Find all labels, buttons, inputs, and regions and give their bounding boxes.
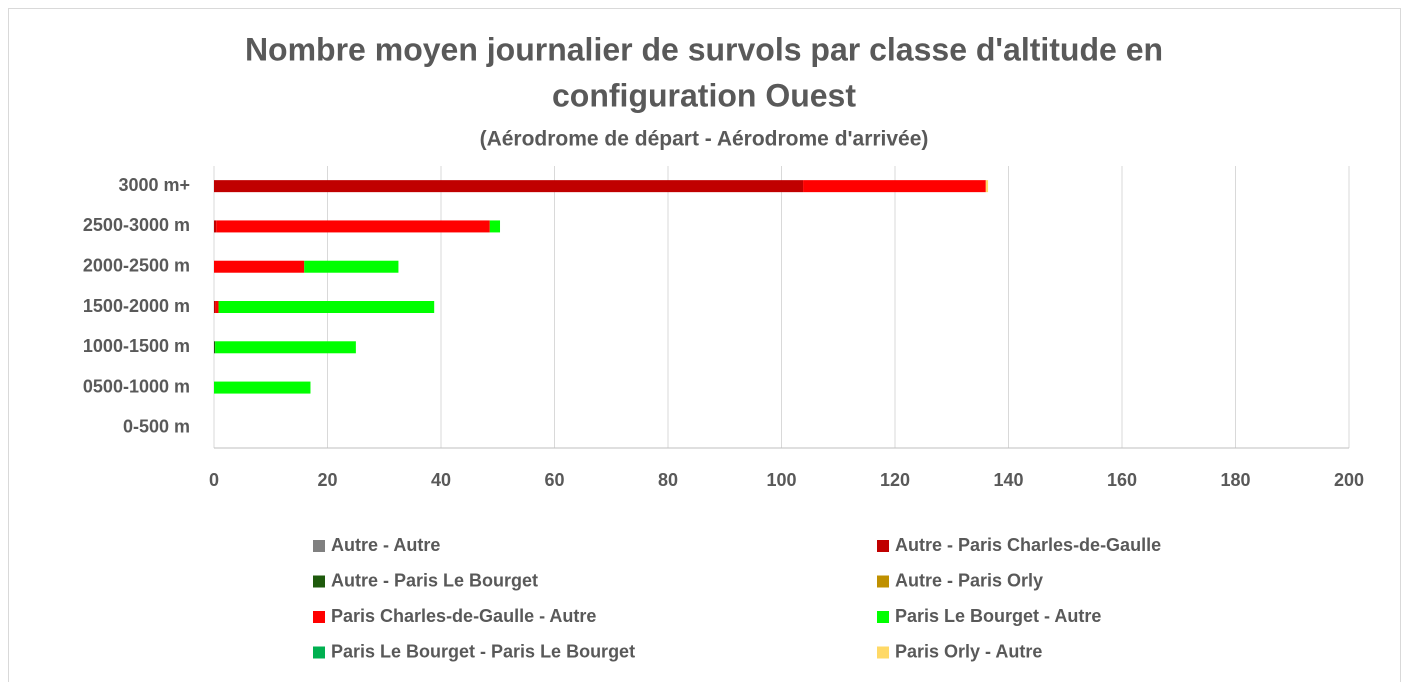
bar-segment — [214, 260, 305, 273]
bar-segment — [214, 180, 804, 193]
bar-segment — [489, 220, 501, 233]
x-tick-label: 140 — [993, 470, 1023, 490]
chart-title: Nombre moyen journalier de survols par c… — [245, 31, 1163, 67]
y-tick-label: 2500-3000 m — [83, 215, 190, 235]
x-tick-label: 60 — [544, 470, 564, 490]
x-tick-label: 20 — [317, 470, 337, 490]
chart-border — [8, 8, 1401, 682]
legend-swatch — [877, 575, 889, 588]
legend-swatch — [877, 540, 889, 552]
bar-segment — [216, 220, 490, 233]
legend-label: Autre - Paris Charles-de-Gaulle — [895, 535, 1161, 555]
legend-label: Paris Orly - Autre — [895, 641, 1042, 661]
y-tick-label: 1500-2000 m — [83, 296, 190, 316]
bar-segment — [803, 180, 986, 193]
y-tick-label: 2000-2500 m — [83, 255, 190, 275]
x-tick-label: 40 — [431, 470, 451, 490]
bar-segment — [214, 301, 216, 313]
legend-label: Autre - Paris Orly — [895, 570, 1043, 590]
x-tick-label: 0 — [209, 470, 219, 490]
bar-segment — [214, 341, 216, 354]
x-tick-label: 80 — [658, 470, 678, 490]
legend-swatch — [877, 611, 889, 623]
x-tick-label: 160 — [1107, 470, 1137, 490]
legend-swatch — [313, 575, 325, 588]
y-tick-label: 3000 m+ — [118, 175, 190, 195]
bar-segment — [214, 381, 311, 394]
bar-segment — [215, 301, 219, 313]
y-tick-label: 0-500 m — [123, 417, 190, 437]
legend-label: Paris Le Bourget - Paris Le Bourget — [331, 641, 635, 661]
y-tick-label: 1000-1500 m — [83, 336, 190, 356]
legend-swatch — [877, 646, 889, 659]
legend-label: Paris Le Bourget - Autre — [895, 606, 1101, 626]
legend-swatch — [313, 646, 325, 659]
y-tick-label: 0500-1000 m — [83, 376, 190, 396]
legend-swatch — [313, 611, 325, 623]
bar-segment — [985, 180, 989, 193]
x-tick-label: 200 — [1334, 470, 1364, 490]
legend-swatch — [313, 540, 325, 552]
x-tick-label: 120 — [880, 470, 910, 490]
x-tick-label: 180 — [1220, 470, 1250, 490]
bar-segment — [218, 301, 435, 313]
bar-segment — [215, 341, 356, 354]
chart-title: configuration Ouest — [552, 77, 856, 113]
legend-label: Paris Charles-de-Gaulle - Autre — [331, 606, 596, 626]
bar-segment — [214, 220, 217, 233]
x-tick-label: 100 — [766, 470, 796, 490]
legend-label: Autre - Paris Le Bourget — [331, 570, 538, 590]
legend-label: Autre - Autre — [331, 535, 440, 555]
bar-segment — [304, 260, 399, 273]
chart-subtitle: (Aérodrome de départ - Aérodrome d'arriv… — [480, 128, 929, 151]
